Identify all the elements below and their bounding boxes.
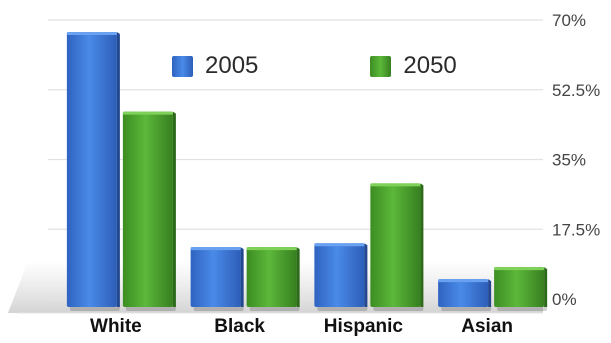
bar-2050-black	[246, 247, 297, 307]
y-tick-label: 0%	[552, 290, 577, 309]
bar-top-2005	[438, 279, 489, 283]
y-tick-label: 17.5%	[552, 220, 600, 239]
bar-2050-hispanic	[370, 183, 421, 307]
bars	[66, 31, 548, 312]
bar-2050-white	[122, 111, 173, 308]
legend-swatch-2050	[370, 55, 392, 77]
legend-label-2005: 2005	[205, 52, 259, 79]
bar-2005-asian	[438, 279, 489, 307]
bar-side-2005	[240, 247, 244, 307]
x-axis-labels: White Black Hispanic Asian	[90, 316, 513, 337]
bar-2050-asian	[494, 267, 545, 307]
bar-top-2050	[370, 183, 421, 187]
bar-top-2050	[494, 267, 545, 271]
bar-top-2005	[66, 31, 117, 35]
bar-side-2005	[116, 31, 120, 307]
x-tick-label: Black	[214, 316, 265, 337]
bar-2005-white	[66, 31, 117, 307]
bar-top-2005	[190, 247, 241, 251]
y-axis-ticks: 0% 17.5% 35% 52.5% 70%	[552, 11, 600, 309]
legend: 2005 2050	[172, 52, 569, 80]
bar-side-2050	[296, 247, 300, 307]
y-tick-label: 70%	[552, 11, 586, 30]
bar-side-2050	[420, 183, 424, 307]
bar-2005-hispanic	[314, 243, 365, 307]
bar-top-2050	[246, 247, 297, 251]
bar-top-2005	[314, 243, 365, 247]
bar-top-2050	[122, 111, 173, 115]
bar-2005-black	[190, 247, 241, 307]
y-tick-label: 35%	[552, 151, 586, 170]
legend-item-2005: 2005	[172, 52, 258, 80]
x-tick-label: White	[90, 316, 142, 337]
legend-swatch-2005	[172, 55, 193, 77]
x-tick-label: Hispanic	[324, 316, 404, 337]
legend-item-2050: 2050	[370, 52, 457, 80]
bar-side-2005	[364, 243, 368, 307]
legend-label-2050: 2050	[403, 52, 457, 79]
x-tick-label: Asian	[461, 316, 513, 337]
y-tick-label: 52.5%	[552, 81, 600, 100]
bar-side-2005	[488, 279, 492, 307]
bar-side-2050	[172, 111, 176, 308]
bar-side-2050	[544, 267, 548, 307]
